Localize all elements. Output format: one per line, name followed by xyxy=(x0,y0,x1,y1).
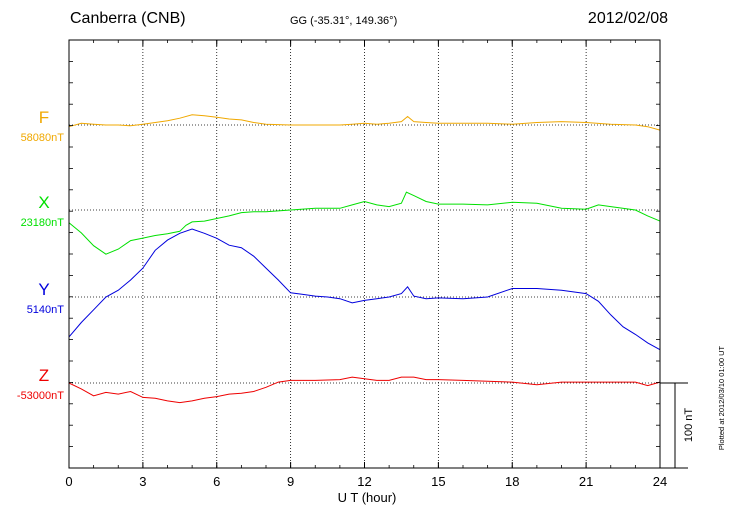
series-baseline-z: -53000nT xyxy=(17,390,64,402)
trace-z xyxy=(68,376,661,404)
x-tick-label: 9 xyxy=(287,474,294,489)
x-tick-label: 15 xyxy=(431,474,445,489)
series-traces xyxy=(68,114,661,404)
series-name-x: X xyxy=(38,193,49,212)
x-axis-ticks: 0 3 6 9 12 15 18 21 24 xyxy=(65,39,667,489)
series-baseline-f: 58080nT xyxy=(21,132,65,144)
series-baseline-x: 23180nT xyxy=(21,217,65,229)
x-tick-label: 6 xyxy=(213,474,220,489)
scale-bar: 100 nT xyxy=(660,382,695,469)
x-tick-label: 24 xyxy=(653,474,667,489)
x-tick-label: 12 xyxy=(357,474,371,489)
scale-bar-label: 100 nT xyxy=(683,408,695,443)
trace-y xyxy=(68,228,661,351)
coordinates-label: GG (-35.31°, 149.36°) xyxy=(290,15,398,27)
series-name-y: Y xyxy=(38,280,49,299)
trace-x xyxy=(68,191,661,255)
x-axis-label: U T (hour) xyxy=(338,490,397,505)
series-baseline-y: 5140nT xyxy=(27,304,65,316)
trace-f xyxy=(68,114,661,131)
x-tick-label: 21 xyxy=(579,474,593,489)
x-tick-label: 18 xyxy=(505,474,519,489)
series-name-f: F xyxy=(39,108,49,127)
plotted-note: Plotted at 2012/03/10 01:00 UT xyxy=(717,345,726,450)
x-tick-label: 3 xyxy=(139,474,146,489)
series-name-z: Z xyxy=(39,366,49,385)
date-label: 2012/02/08 xyxy=(587,10,668,27)
x-tick-label: 0 xyxy=(65,474,72,489)
series-labels: F 58080nT X 23180nT Y 5140nT Z -53000nT xyxy=(17,108,64,402)
grid-lines xyxy=(69,40,660,468)
station-title: Canberra (CNB) xyxy=(70,10,186,27)
